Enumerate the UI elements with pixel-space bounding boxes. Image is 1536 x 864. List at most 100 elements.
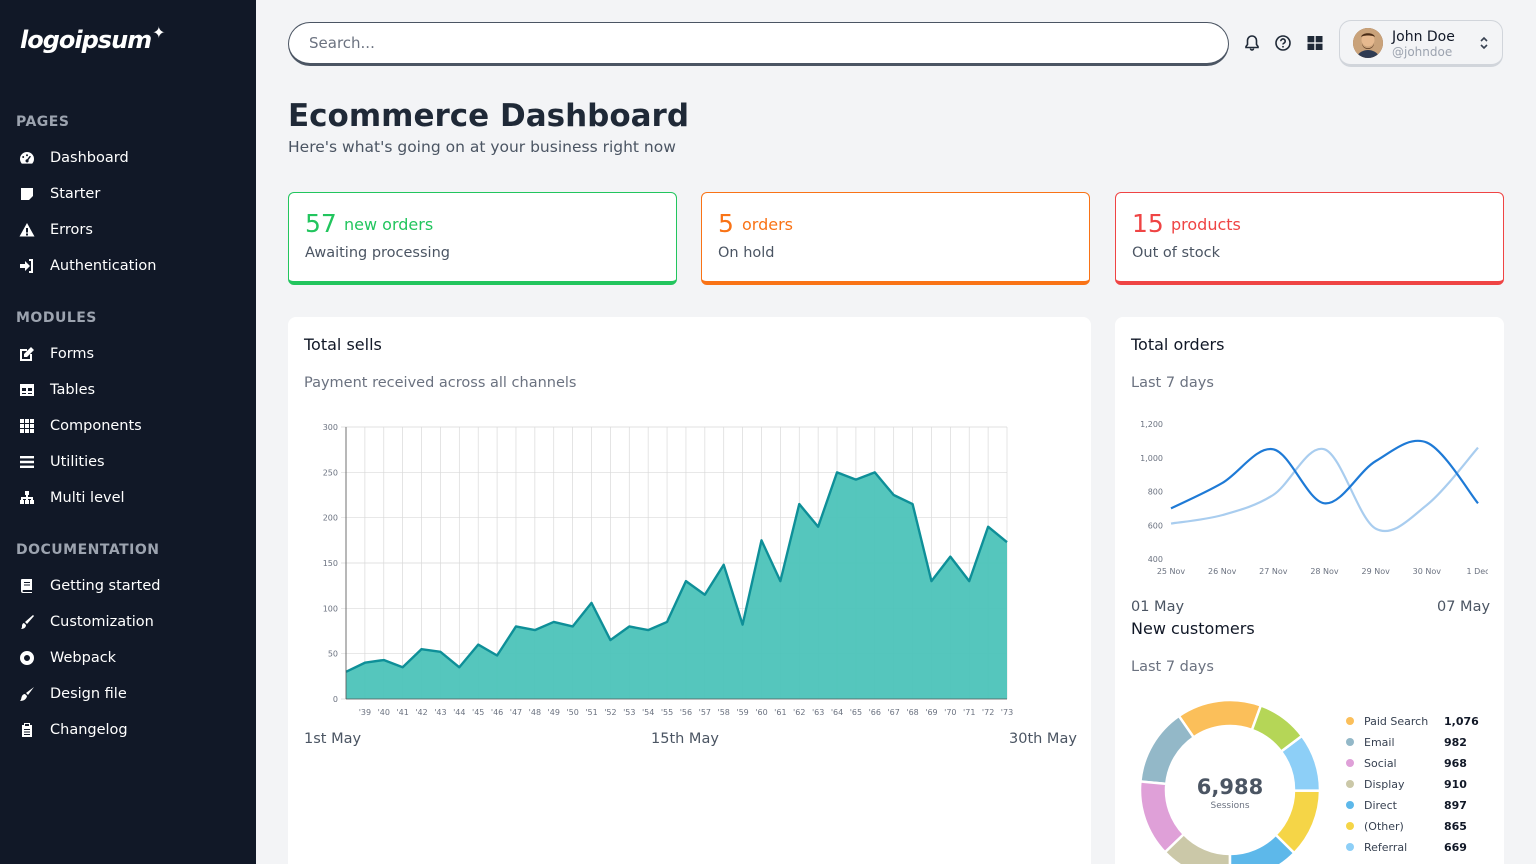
x-tick-label: '39 <box>359 708 371 717</box>
x-tick-label: '59 <box>736 708 748 717</box>
sidebar-item-starter[interactable]: Starter <box>18 182 100 206</box>
bell-icon <box>1245 35 1259 51</box>
sidebar-item-label: Authentication <box>50 258 157 274</box>
y-tick-label: 50 <box>328 650 338 659</box>
x-tick-label: '54 <box>642 708 654 717</box>
sells-date-end: 30th May <box>1009 731 1077 747</box>
legend-item: Social 968 <box>1346 756 1484 770</box>
sidebar-item-multi-level[interactable]: Multi level <box>18 486 125 510</box>
sidebar-item-design-file[interactable]: Design file <box>18 682 127 706</box>
page-title: Ecommerce Dashboard <box>288 98 690 134</box>
x-tick-label: '41 <box>396 708 408 717</box>
x-tick-label: '51 <box>585 708 597 717</box>
sidebar-item-webpack[interactable]: Webpack <box>18 646 116 670</box>
legend-label: Paid Search <box>1364 714 1429 728</box>
series-line-primary <box>1170 439 1479 510</box>
sidebar-item-label: Errors <box>50 222 93 238</box>
logo-text: logoipsum <box>20 26 152 54</box>
legend-label: Direct <box>1364 798 1397 812</box>
stat-label: products <box>1171 215 1241 234</box>
y-tick-label: 400 <box>1148 555 1163 564</box>
area-fill <box>346 472 1007 699</box>
avatar <box>1353 28 1383 58</box>
stat-label: orders <box>742 215 793 234</box>
sidebar-item-forms[interactable]: Forms <box>18 342 94 366</box>
stat-card-new-orders[interactable]: 57 new orders Awaiting processing <box>288 192 677 285</box>
donut-center-label: Sessions <box>1210 801 1249 811</box>
sidebar-item-label: Design file <box>50 686 127 702</box>
x-tick-label: '42 <box>415 708 427 717</box>
x-tick-label: '48 <box>529 708 541 717</box>
x-tick-label: '57 <box>699 708 711 717</box>
x-tick-label: 29 Nov <box>1361 567 1390 576</box>
sparkle-icon: ✦ <box>152 23 165 42</box>
x-tick-label: 27 Nov <box>1259 567 1288 576</box>
sidebar-item-utilities[interactable]: Utilities <box>18 450 105 474</box>
x-tick-label: '47 <box>510 708 522 717</box>
total-sells-subtitle: Payment received across all channels <box>304 375 577 391</box>
bars-icon <box>18 453 36 471</box>
donut-slice <box>1228 833 1297 864</box>
x-tick-label: '58 <box>718 708 730 717</box>
edit-icon <box>18 345 36 363</box>
x-tick-label: 26 Nov <box>1208 567 1237 576</box>
brand-logo[interactable]: logoipsum✦ <box>20 23 166 54</box>
user-handle: @johndoe <box>1392 45 1453 59</box>
y-tick-label: 1,200 <box>1140 420 1163 429</box>
total-orders-subtitle: Last 7 days <box>1131 375 1214 391</box>
apps-button[interactable] <box>1304 32 1326 54</box>
help-icon <box>1275 35 1291 51</box>
sells-date-mid: 15th May <box>651 731 719 747</box>
sells-date-start: 1st May <box>304 731 362 747</box>
x-tick-label: '40 <box>378 708 390 717</box>
sidebar-item-label: Forms <box>50 346 95 362</box>
orders-date-start: 01 May <box>1131 599 1185 615</box>
nav-section-pages: PAGES <box>16 114 70 130</box>
chevron-up-down-icon <box>1480 36 1488 50</box>
sidebar-item-customization[interactable]: Customization <box>18 610 154 634</box>
search-input[interactable] <box>288 22 1229 66</box>
sidebar-item-dashboard[interactable]: Dashboard <box>18 146 129 170</box>
stat-card-out-of-stock[interactable]: 15 products Out of stock <box>1115 192 1504 285</box>
sidebar-item-tables[interactable]: Tables <box>18 378 95 402</box>
notifications-button[interactable] <box>1241 32 1263 54</box>
donut-slice <box>1279 734 1322 792</box>
legend-item: Referral 669 <box>1346 840 1484 854</box>
legend-item: Paid Search 1,076 <box>1346 714 1484 728</box>
legend-label: Social <box>1364 756 1397 770</box>
donut-center-value: 6,988 <box>1197 775 1263 799</box>
grid-icon <box>18 417 36 435</box>
help-button[interactable] <box>1272 32 1294 54</box>
x-tick-label: 30 Nov <box>1413 567 1442 576</box>
sidebar-item-errors[interactable]: Errors <box>18 218 93 242</box>
x-tick-label: '72 <box>982 708 994 717</box>
series-line-secondary <box>1170 446 1479 533</box>
book-icon <box>18 577 36 595</box>
x-tick-label: '45 <box>472 708 484 717</box>
sidebar-item-components[interactable]: Components <box>18 414 142 438</box>
legend-value: 968 <box>1444 756 1467 770</box>
y-tick-label: 600 <box>1148 521 1163 530</box>
sidebar: logoipsum✦ PAGES Dashboard Starter Error… <box>0 0 256 864</box>
x-tick-label: '61 <box>774 708 786 717</box>
sidebar-item-getting-started[interactable]: Getting started <box>18 574 160 598</box>
sidebar-item-authentication[interactable]: Authentication <box>18 254 156 278</box>
sidebar-item-label: Multi level <box>50 490 125 506</box>
sidebar-item-changelog[interactable]: Changelog <box>18 718 128 742</box>
x-tick-label: '43 <box>434 708 446 717</box>
stat-label: new orders <box>344 215 434 234</box>
legend-label: Referral <box>1364 840 1408 854</box>
user-menu[interactable]: John Doe @johndoe <box>1339 20 1503 67</box>
legend-label: Display <box>1364 777 1405 791</box>
x-tick-label: '53 <box>623 708 635 717</box>
stat-card-on-hold[interactable]: 5 orders On hold <box>701 192 1090 285</box>
sidebar-item-label: Customization <box>50 614 154 630</box>
legend-value: 897 <box>1444 798 1467 812</box>
x-tick-label: '64 <box>831 708 843 717</box>
legend-item: Email 982 <box>1346 735 1484 749</box>
x-tick-label: '50 <box>566 708 578 717</box>
legend-dot <box>1346 717 1354 725</box>
sitemap-icon <box>18 489 36 507</box>
new-customers-donut-chart: 6,988 Sessions <box>1138 698 1322 864</box>
legend-dot <box>1346 738 1354 746</box>
